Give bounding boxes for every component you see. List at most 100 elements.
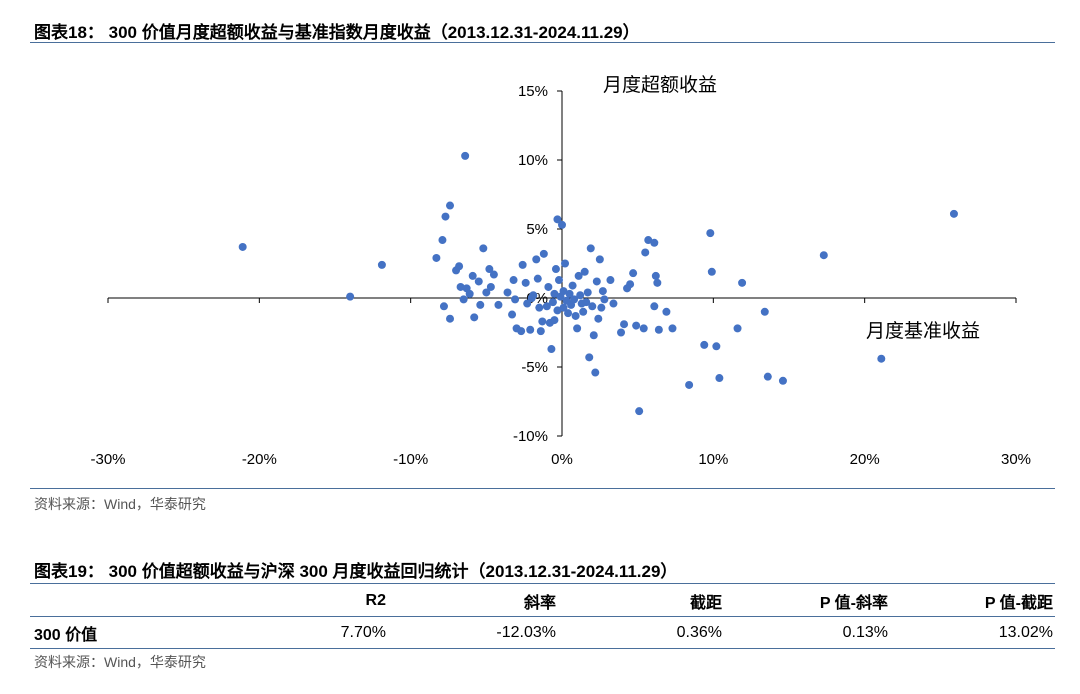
chart-points xyxy=(238,151,958,416)
scatter-point xyxy=(706,229,715,238)
row-name-cell: 300 价值 xyxy=(34,626,98,644)
scatter-point xyxy=(559,303,568,312)
scatter-point xyxy=(586,244,595,253)
scatter-point xyxy=(653,278,662,287)
table-header-row: R2 斜率 截距 P 值-斜率 P 值-截距 xyxy=(30,585,1055,617)
figure18-source: 资料来源：Wind，华泰研究 xyxy=(34,496,206,512)
scatter-point xyxy=(715,374,724,383)
scatter-point xyxy=(571,311,580,320)
scatter-point xyxy=(594,314,603,323)
x-tick-label: -20% xyxy=(242,451,277,468)
header-cell-intercept: 截距 xyxy=(689,594,722,612)
scatter-chart: -30% -20% -10% 0% 10% 20% 30%-10%-5%0%5%10%15%… xyxy=(90,74,1031,468)
header-cell-slope: 斜率 xyxy=(523,594,556,612)
scatter-point xyxy=(476,300,485,309)
table-row: 300 价值 7.70% -12.03% 0.36% 0.13% 13.02% xyxy=(30,617,1055,649)
scatter-point xyxy=(441,212,450,221)
scatter-point xyxy=(629,269,638,278)
scatter-point xyxy=(564,309,573,318)
scatter-point xyxy=(553,306,562,315)
scatter-point xyxy=(508,310,517,319)
scatter-point xyxy=(600,295,609,304)
scatter-point xyxy=(482,288,491,297)
scatter-point xyxy=(620,320,629,329)
scatter-point xyxy=(650,302,659,311)
scatter-point xyxy=(521,278,530,287)
y-tick-label: -10% xyxy=(513,428,548,445)
figure18-bottom-rule xyxy=(30,488,1055,489)
r2-cell: 7.70% xyxy=(340,623,386,641)
header-cell-blank xyxy=(30,585,170,617)
x-axis-label: 月度基准收益 xyxy=(866,320,980,342)
header-cell-r2: R2 xyxy=(365,591,386,609)
scatter-point xyxy=(651,271,660,280)
scatter-point xyxy=(517,327,526,336)
scatter-point xyxy=(588,302,597,311)
scatter-point xyxy=(606,276,615,285)
scatter-point xyxy=(553,215,562,224)
x-tick-label: 20% xyxy=(850,451,880,468)
scatter-point xyxy=(485,265,494,274)
scatter-point xyxy=(585,353,594,362)
p-slope-cell: 0.13% xyxy=(842,623,888,641)
header-cell-p-intercept: P 值-截距 xyxy=(984,594,1053,612)
scatter-point xyxy=(598,287,607,296)
scatter-point xyxy=(626,280,635,289)
scatter-point xyxy=(529,291,538,300)
scatter-point xyxy=(877,354,886,363)
chart-tick-labels: -30% -20% -10% 0% 10% 20% 30%-10%-5%0%5%10%15% xyxy=(90,83,1031,468)
scatter-point xyxy=(461,151,470,160)
scatter-point xyxy=(536,327,545,336)
scatter-point xyxy=(558,220,566,229)
scatter-point xyxy=(535,303,544,312)
scatter-point xyxy=(738,278,747,287)
scatter-point xyxy=(459,295,468,304)
scatter-point xyxy=(238,242,247,251)
y-tick-label: 15% xyxy=(518,83,548,100)
scatter-point xyxy=(526,325,535,334)
x-tick-label: 0% xyxy=(551,451,573,468)
scatter-point xyxy=(591,368,600,377)
scatter-point xyxy=(609,299,618,308)
scatter-point xyxy=(559,287,568,296)
scatter-point xyxy=(595,255,604,264)
scatter-point xyxy=(561,259,570,268)
scatter-point xyxy=(550,316,559,325)
scatter-point xyxy=(465,289,474,298)
scatter-point xyxy=(763,372,772,381)
scatter-point xyxy=(668,324,677,333)
scatter-point xyxy=(583,288,592,297)
scatter-point xyxy=(819,251,828,260)
scatter-point xyxy=(548,298,557,307)
scatter-point xyxy=(685,380,694,389)
scatter-point xyxy=(554,276,563,285)
y-tick-label: -5% xyxy=(521,359,548,376)
header-cell-p-slope: P 值-斜率 xyxy=(819,594,888,612)
y-axis-label: 月度超额收益 xyxy=(603,74,717,96)
scatter-point xyxy=(597,303,606,312)
scatter-point xyxy=(377,260,386,269)
scatter-point xyxy=(468,271,477,280)
scatter-point xyxy=(760,307,769,316)
scatter-point xyxy=(662,307,671,316)
scatter-point xyxy=(570,295,579,304)
figure19-title-rule xyxy=(30,583,1055,584)
scatter-point xyxy=(456,282,465,291)
scatter-point xyxy=(580,267,589,276)
scatter-point xyxy=(539,249,548,258)
figure19-title: 图表19： 300 价值超额收益与沪深 300 月度收益回归统计（2013.12… xyxy=(34,562,678,581)
scatter-point xyxy=(538,317,547,326)
scatter-point xyxy=(733,324,742,333)
scatter-point xyxy=(439,302,448,311)
scatter-point xyxy=(438,236,447,245)
scatter-point xyxy=(486,282,495,291)
scatter-point xyxy=(579,307,588,316)
scatter-point xyxy=(654,325,663,334)
scatter-point xyxy=(446,201,455,210)
scatter-point xyxy=(582,298,591,307)
scatter-point xyxy=(592,277,601,286)
scatter-point xyxy=(479,244,488,253)
regression-table: R2 斜率 截距 P 值-斜率 P 值-截距 300 价值 7.70% -12.… xyxy=(30,585,1055,649)
scatter-point xyxy=(576,291,585,300)
scatter-point xyxy=(544,282,553,291)
